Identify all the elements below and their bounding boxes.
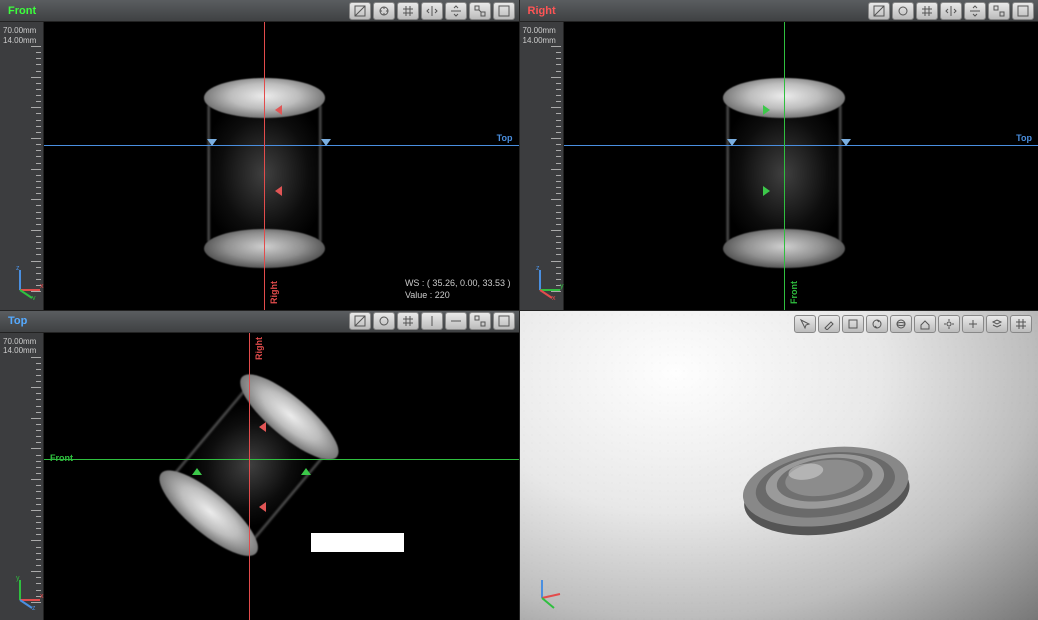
handle-green-2[interactable] [301, 468, 311, 475]
tool-maximize[interactable] [1012, 2, 1034, 20]
toolbar-3d [794, 315, 1032, 333]
handle-blue-2[interactable] [321, 139, 331, 146]
tool-flip-v[interactable] [964, 2, 986, 20]
tool-maximize[interactable] [493, 2, 515, 20]
tool3d-spin[interactable] [866, 315, 888, 333]
handle-blue-1[interactable] [727, 139, 737, 146]
tool-grid[interactable] [397, 312, 419, 330]
svg-text:x: x [40, 283, 44, 290]
pane-3d[interactable] [520, 311, 1038, 620]
pane-topbar: Right [520, 0, 1038, 22]
ruler-label-top: 70.00mm [3, 26, 36, 36]
redaction-bar [311, 533, 404, 552]
pane-topbar: Front [0, 0, 519, 22]
tool-maximize[interactable] [493, 312, 515, 330]
svg-text:z: z [16, 265, 20, 272]
tool-grid[interactable] [916, 2, 938, 20]
tool-reset[interactable] [373, 312, 395, 330]
axis-gizmo[interactable] [530, 574, 566, 610]
svg-text:z: z [536, 265, 540, 272]
tool-grid[interactable] [397, 2, 419, 20]
axis-tag-right: Right [267, 281, 281, 304]
svg-text:y: y [32, 295, 36, 300]
axis-gizmo[interactable]: y x z [10, 574, 46, 610]
crosshair-h[interactable] [0, 145, 519, 146]
tool3d-layers[interactable] [986, 315, 1008, 333]
slice-toolbar [349, 2, 515, 20]
crosshair-v[interactable] [784, 22, 785, 310]
tool-flip-v[interactable] [445, 2, 467, 20]
ruler-label-top: 70.00mm [3, 337, 36, 347]
handle-red-1[interactable] [259, 422, 266, 432]
tool3d-pencil[interactable] [818, 315, 840, 333]
mesh-disc[interactable] [690, 417, 961, 557]
status-ws: WS : ( 35.26, 0.00, 33.53 ) [405, 278, 511, 290]
slice-toolbar [868, 2, 1034, 20]
svg-text:x: x [552, 295, 556, 300]
tool3d-plus[interactable] [962, 315, 984, 333]
handle-red-1[interactable] [275, 105, 282, 115]
svg-text:y: y [560, 283, 564, 290]
tool-window-level[interactable] [868, 2, 890, 20]
svg-text:z: z [32, 605, 36, 610]
svg-text:y: y [16, 575, 20, 582]
axis-tag-top: Top [1014, 133, 1034, 143]
pane-right[interactable]: Right 70.00mm 14.00mm Top Front [520, 0, 1038, 310]
pane-top[interactable]: Top 70.00mm 14.00mm Front Right [0, 311, 519, 620]
axis-gizmo[interactable]: z x y [10, 264, 46, 300]
tool-link-views[interactable] [469, 312, 491, 330]
crosshair-h[interactable] [0, 459, 519, 460]
tool3d-box[interactable] [842, 315, 864, 333]
tool-flip-h[interactable] [421, 2, 443, 20]
view-label-right: Right [524, 5, 556, 17]
status-value: Value : 220 [405, 290, 511, 302]
view-label-front: Front [4, 5, 36, 17]
tool-link-views[interactable] [988, 2, 1010, 20]
tool3d-sun[interactable] [938, 315, 960, 333]
tool-link-views[interactable] [469, 2, 491, 20]
handle-red-2[interactable] [259, 502, 266, 512]
slice-toolbar [349, 312, 515, 330]
handle-green-1[interactable] [763, 105, 770, 115]
tool-flip-v[interactable] [445, 312, 467, 330]
axis-tag-front: Front [48, 453, 75, 463]
handle-blue-2[interactable] [841, 139, 851, 146]
view-label-top: Top [4, 315, 27, 327]
handle-blue-1[interactable] [207, 139, 217, 146]
axis-tag-right: Right [252, 337, 266, 360]
axis-gizmo[interactable]: z y x [530, 264, 566, 300]
pane-front[interactable]: Front 70.00mm 14.00mm Top Right [0, 0, 519, 310]
tool3d-pointer[interactable] [794, 315, 816, 333]
axis-tag-front: Front [787, 281, 801, 304]
handle-green-1[interactable] [192, 468, 202, 475]
tool3d-grid[interactable] [1010, 315, 1032, 333]
tool3d-sphere[interactable] [890, 315, 912, 333]
axis-tag-top: Top [495, 133, 515, 143]
ruler-label-top: 70.00mm [523, 26, 556, 36]
svg-text:x: x [40, 593, 44, 600]
tool-flip-h[interactable] [421, 312, 443, 330]
crosshair-v[interactable] [264, 22, 265, 310]
ruler-label-bottom: 14.00mm [523, 36, 556, 46]
handle-red-2[interactable] [275, 186, 282, 196]
tool-window-level[interactable] [349, 312, 371, 330]
tool-reset[interactable] [373, 2, 395, 20]
ruler-label-bottom: 14.00mm [3, 36, 36, 46]
crosshair-v[interactable] [249, 333, 250, 620]
ruler-label-bottom: 14.00mm [3, 346, 36, 356]
pane-topbar: Top [0, 311, 519, 333]
tool-flip-h[interactable] [940, 2, 962, 20]
handle-green-2[interactable] [763, 186, 770, 196]
crosshair-h[interactable] [520, 145, 1038, 146]
tool3d-home[interactable] [914, 315, 936, 333]
viewport-grid: Front 70.00mm 14.00mm Top Right [0, 0, 1038, 620]
tool-reset[interactable] [892, 2, 914, 20]
tool-window-level[interactable] [349, 2, 371, 20]
status-readout: WS : ( 35.26, 0.00, 33.53 ) Value : 220 [405, 278, 511, 301]
